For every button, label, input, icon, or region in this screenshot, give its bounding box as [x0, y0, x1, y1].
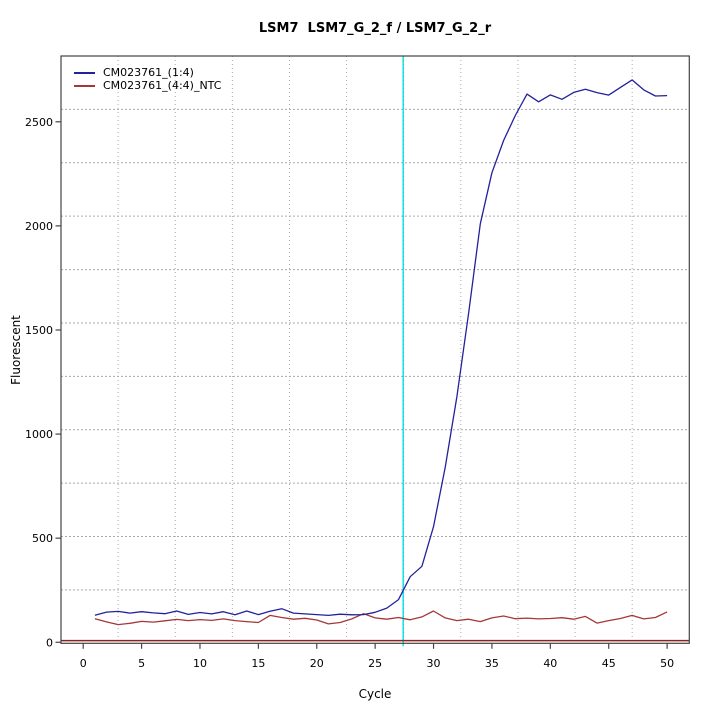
- x-tick-label: 35: [485, 657, 499, 670]
- plot-box: [60, 55, 690, 644]
- x-axis-title: Cycle: [358, 687, 392, 701]
- y-tick-label: 2000: [25, 220, 53, 233]
- legend: CM023761_(1:4) CM023761_(4:4)_NTC: [74, 66, 221, 92]
- x-tick-label: 50: [660, 657, 674, 670]
- y-tick-label: 1500: [25, 324, 53, 337]
- legend-label-ntc: CM023761_(4:4)_NTC: [103, 79, 222, 92]
- series-line-sample: [94, 79, 668, 617]
- x-tick-label: 40: [543, 657, 557, 670]
- x-tick-label: 25: [368, 657, 382, 670]
- y-tick-label: 0: [46, 636, 53, 649]
- y-tick-label: 500: [32, 532, 53, 545]
- y-tick-label: 2500: [25, 116, 53, 129]
- legend-item-sample: CM023761_(1:4): [74, 66, 221, 79]
- x-tick-label: 15: [251, 657, 265, 670]
- chart-title: LSM7 LSM7_G_2_f / LSM7_G_2_r: [258, 21, 492, 36]
- y-axis-title: Fluorescent: [9, 315, 23, 385]
- x-tick-label: 10: [193, 657, 207, 670]
- legend-item-ntc: CM023761_(4:4)_NTC: [74, 79, 221, 92]
- x-tick-label: 45: [602, 657, 616, 670]
- legend-line-ntc-icon: [74, 84, 95, 87]
- legend-line-sample-icon: [74, 71, 95, 74]
- x-tick-label: 20: [310, 657, 324, 670]
- x-tick-label: 5: [138, 657, 145, 670]
- legend-label-sample: CM023761_(1:4): [103, 66, 194, 79]
- series-line-ntc: [94, 610, 668, 626]
- x-tick-label: 30: [427, 657, 441, 670]
- x-tick-label: 0: [80, 657, 87, 670]
- y-tick-label: 1000: [25, 428, 53, 441]
